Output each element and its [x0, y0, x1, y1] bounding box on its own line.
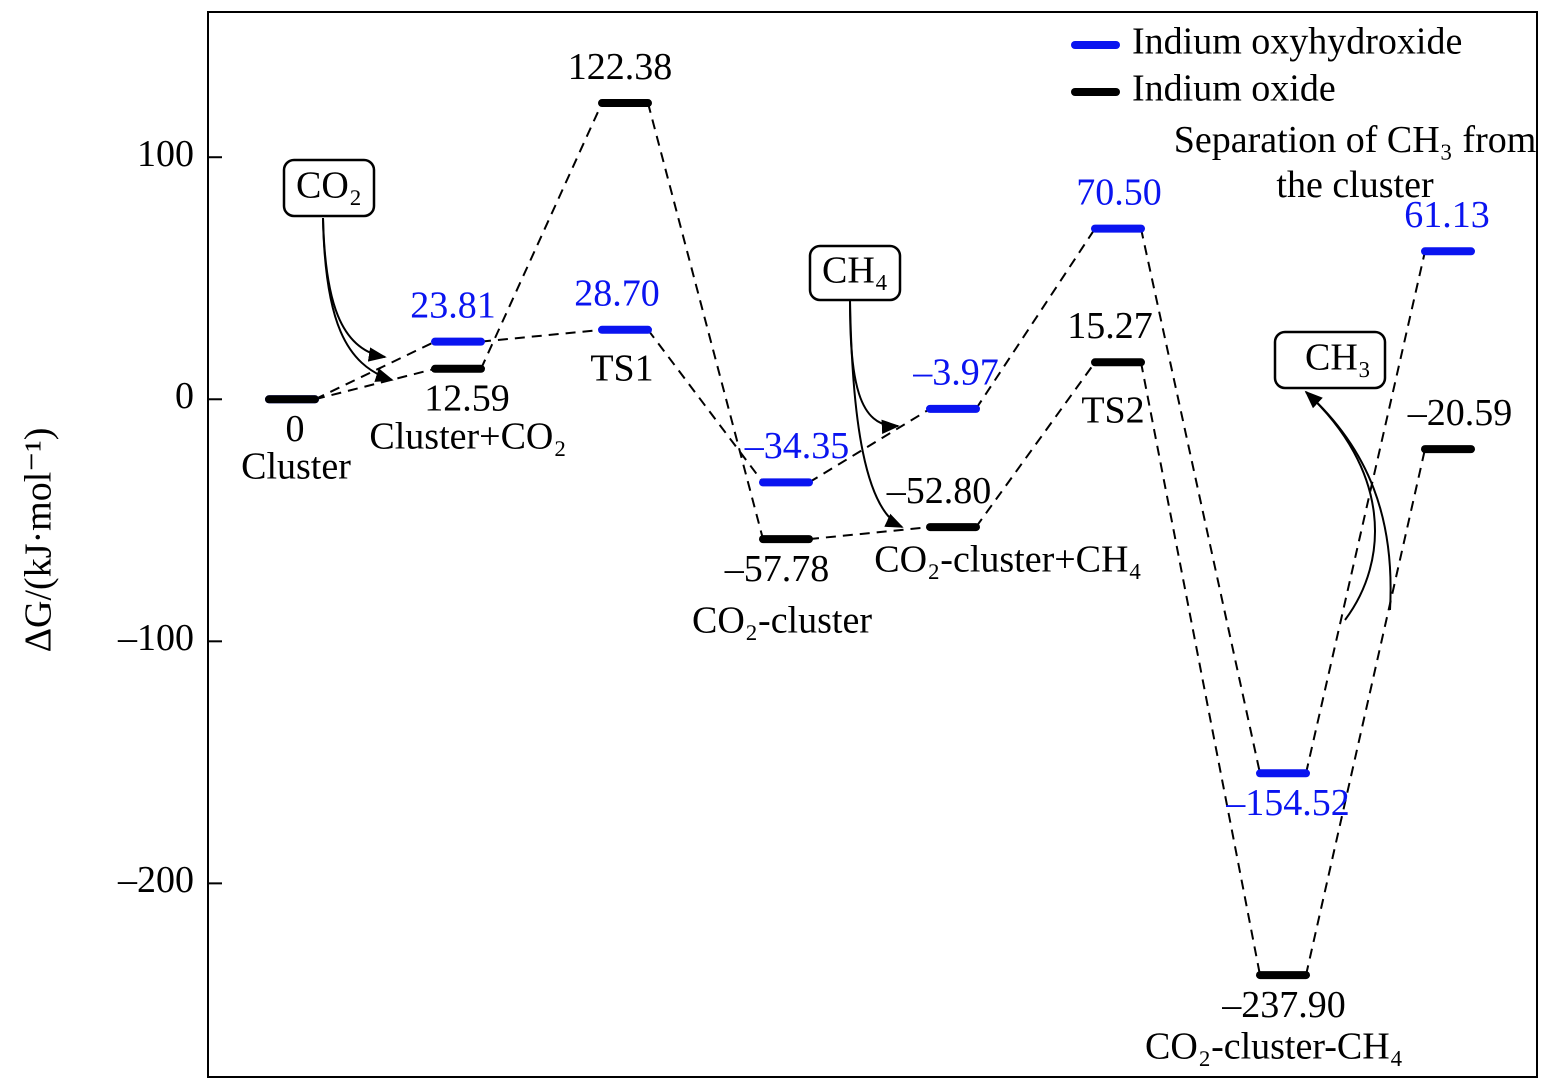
category-label: Cluster+CO₂ [369, 416, 566, 458]
annotation: CH₄ [822, 250, 888, 292]
y-tick-label: 0 [175, 375, 194, 417]
value-label: 28.70 [574, 273, 660, 315]
connector [808, 408, 931, 484]
arrow [1305, 391, 1392, 611]
y-tick-label: –100 [117, 617, 194, 659]
annotation-box [282, 158, 376, 218]
connector [975, 228, 1096, 410]
value-label: 12.59 [424, 378, 510, 420]
value-label: –237.90 [1221, 984, 1346, 1026]
y-axis-label: ΔG/(kJ·mol⁻¹) [18, 428, 60, 653]
connector [314, 340, 436, 401]
value-label: 15.27 [1067, 305, 1153, 347]
connector [480, 328, 603, 343]
plot-frame [207, 11, 1538, 1078]
connector [1305, 448, 1426, 976]
annotation-box [808, 244, 902, 302]
value-label: –34.35 [744, 425, 850, 467]
value-label: –20.59 [1407, 392, 1513, 434]
value-label: 70.50 [1076, 171, 1162, 213]
arrow [322, 217, 394, 382]
value-label: 23.81 [410, 284, 496, 326]
value-label: –57.78 [724, 548, 830, 590]
connector [314, 367, 436, 401]
category-label: CO₂-cluster-CH₄ [1145, 1026, 1403, 1068]
y-tick-label: 100 [137, 133, 194, 175]
connector [1305, 251, 1426, 774]
value-label: –3.97 [912, 352, 999, 394]
legend-label: Indium oxyhydroxide [1132, 21, 1462, 63]
category-label: Separation of CH₃ from the cluster [1173, 119, 1537, 206]
value-label: –154.52 [1225, 782, 1350, 824]
category-label: TS1 [590, 348, 653, 390]
category-label: CO₂-cluster+CH₄ [874, 539, 1141, 581]
legend-label: Indium oxide [1132, 68, 1336, 110]
annotation-box [1273, 330, 1387, 390]
arrow [849, 299, 900, 434]
value-label: 122.38 [568, 46, 673, 88]
annotation: CH₃ [1305, 337, 1371, 379]
connector [1140, 228, 1261, 774]
connector [647, 102, 764, 540]
arrow [322, 217, 387, 362]
value-label: 61.13 [1404, 194, 1490, 236]
value-label: 0 [286, 408, 305, 450]
category-label: Cluster [241, 446, 351, 488]
arrow [849, 299, 904, 528]
connector [647, 329, 764, 484]
y-tick-label: –200 [117, 859, 194, 901]
annotation: CO₂ [296, 165, 362, 207]
arrow [1304, 390, 1376, 621]
connector [1140, 362, 1261, 976]
category-label: TS2 [1081, 390, 1144, 432]
connector [808, 526, 931, 541]
category-label: CO₂-cluster [692, 600, 872, 642]
connector [480, 102, 603, 370]
value-label: –52.80 [886, 470, 992, 512]
